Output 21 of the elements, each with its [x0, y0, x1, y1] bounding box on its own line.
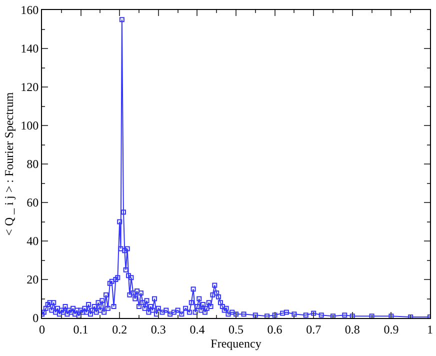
x-tick-label: 0.2: [112, 322, 128, 336]
x-tick-label: 1: [427, 322, 433, 336]
y-tick-label: 100: [20, 118, 39, 133]
x-tick-label: 0.7: [306, 322, 322, 336]
y-axis-title: < Q _ i j > : Fourier Spectrum: [2, 92, 16, 236]
y-tick-label: 160: [20, 3, 39, 18]
x-tick-label: 0.8: [344, 322, 360, 336]
x-tick-label: 0.3: [150, 322, 166, 336]
y-tick-label: 20: [26, 272, 39, 287]
x-axis-title: Frequency: [210, 336, 262, 350]
y-tick-label: 0: [32, 311, 39, 326]
y-tick-label: 120: [20, 80, 39, 94]
x-tick-label: 0.5: [228, 322, 244, 336]
y-tick-label: 60: [26, 196, 39, 210]
y-tick-label: 80: [26, 157, 39, 172]
x-tick-label: 0.9: [384, 322, 399, 336]
x-tick-label: 0.6: [267, 322, 282, 336]
y-tick-label: 40: [26, 234, 39, 248]
y-tick-label: 140: [20, 42, 39, 56]
x-tick-label: 0.1: [73, 322, 88, 336]
x-tick-label: 0.4: [190, 322, 205, 336]
